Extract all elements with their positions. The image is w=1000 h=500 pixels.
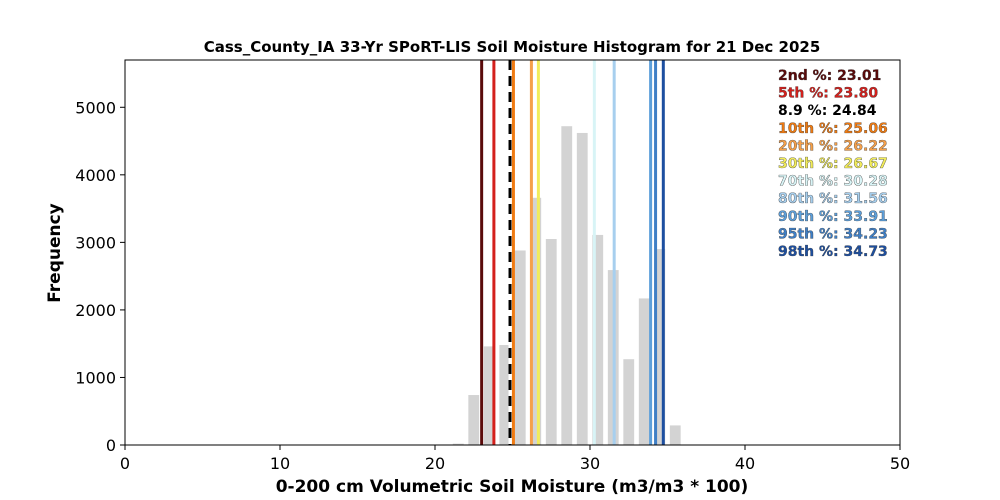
x-tick-label: 10 bbox=[270, 454, 290, 473]
legend-entry: 98th %: 34.73 bbox=[778, 244, 888, 260]
histogram-bars bbox=[452, 126, 681, 445]
chart-title: Cass_County_IA 33-Yr SPoRT-LIS Soil Mois… bbox=[204, 38, 821, 56]
y-tick-label: 4000 bbox=[75, 166, 116, 185]
x-tick-label: 20 bbox=[425, 454, 445, 473]
plot-frame bbox=[124, 59, 901, 446]
legend-entry: 80th %: 31.56 bbox=[778, 191, 888, 207]
legend-entry: 20th %: 26.22 bbox=[778, 138, 888, 154]
histogram-bar bbox=[468, 395, 480, 445]
histogram-bar bbox=[576, 132, 588, 445]
x-tick-label: 50 bbox=[890, 454, 910, 473]
histogram-bar bbox=[669, 425, 681, 445]
x-tick-label: 30 bbox=[580, 454, 600, 473]
x-axis-ticks: 0 10 20 30 40 50 bbox=[120, 445, 910, 473]
legend-entry: 2nd %: 23.01 bbox=[778, 68, 881, 84]
histogram-bar bbox=[592, 234, 604, 445]
y-tick-label: 0 bbox=[106, 436, 116, 455]
x-tick-label: 0 bbox=[120, 454, 130, 473]
percentile-legend: 2nd %: 23.01 5th %: 23.808.9 %: 24.84 10th… bbox=[778, 68, 888, 260]
legend-entry: 8.9 %: 24.84 bbox=[778, 103, 877, 119]
histogram-bar bbox=[452, 443, 464, 445]
y-tick-label: 3000 bbox=[75, 233, 116, 252]
legend-entry: 5th %: 23.80 bbox=[778, 86, 878, 102]
histogram-bar bbox=[483, 346, 495, 445]
y-axis-label: Frequency bbox=[45, 203, 65, 303]
legend-entry: 70th %: 30.28 bbox=[778, 174, 888, 190]
histogram-bar bbox=[530, 197, 542, 445]
y-tick-label: 2000 bbox=[75, 301, 116, 320]
histogram-bar bbox=[499, 345, 511, 445]
x-axis-label: 0-200 cm Volumetric Soil Moisture (m3/m3… bbox=[276, 477, 749, 497]
y-tick-label: 1000 bbox=[75, 368, 116, 387]
legend-entry: 95th %: 34.23 bbox=[778, 226, 888, 242]
histogram-bar bbox=[545, 238, 557, 445]
x-tick-label: 40 bbox=[735, 454, 755, 473]
legend-entry: 30th %: 26.67 bbox=[778, 156, 888, 172]
histogram-bar bbox=[514, 250, 526, 445]
histogram-bar bbox=[623, 359, 635, 445]
histogram-bar bbox=[561, 126, 573, 445]
legend-entry: 90th %: 33.91 bbox=[778, 209, 888, 225]
y-axis-ticks: 0 1000 2000 3000 4000 5000 bbox=[75, 98, 125, 455]
y-tick-label: 5000 bbox=[75, 98, 116, 117]
histogram-bar bbox=[638, 298, 650, 445]
histogram-bar bbox=[654, 249, 666, 445]
percentile-lines bbox=[480, 60, 665, 445]
legend-entry: 10th %: 25.06 bbox=[778, 121, 888, 137]
